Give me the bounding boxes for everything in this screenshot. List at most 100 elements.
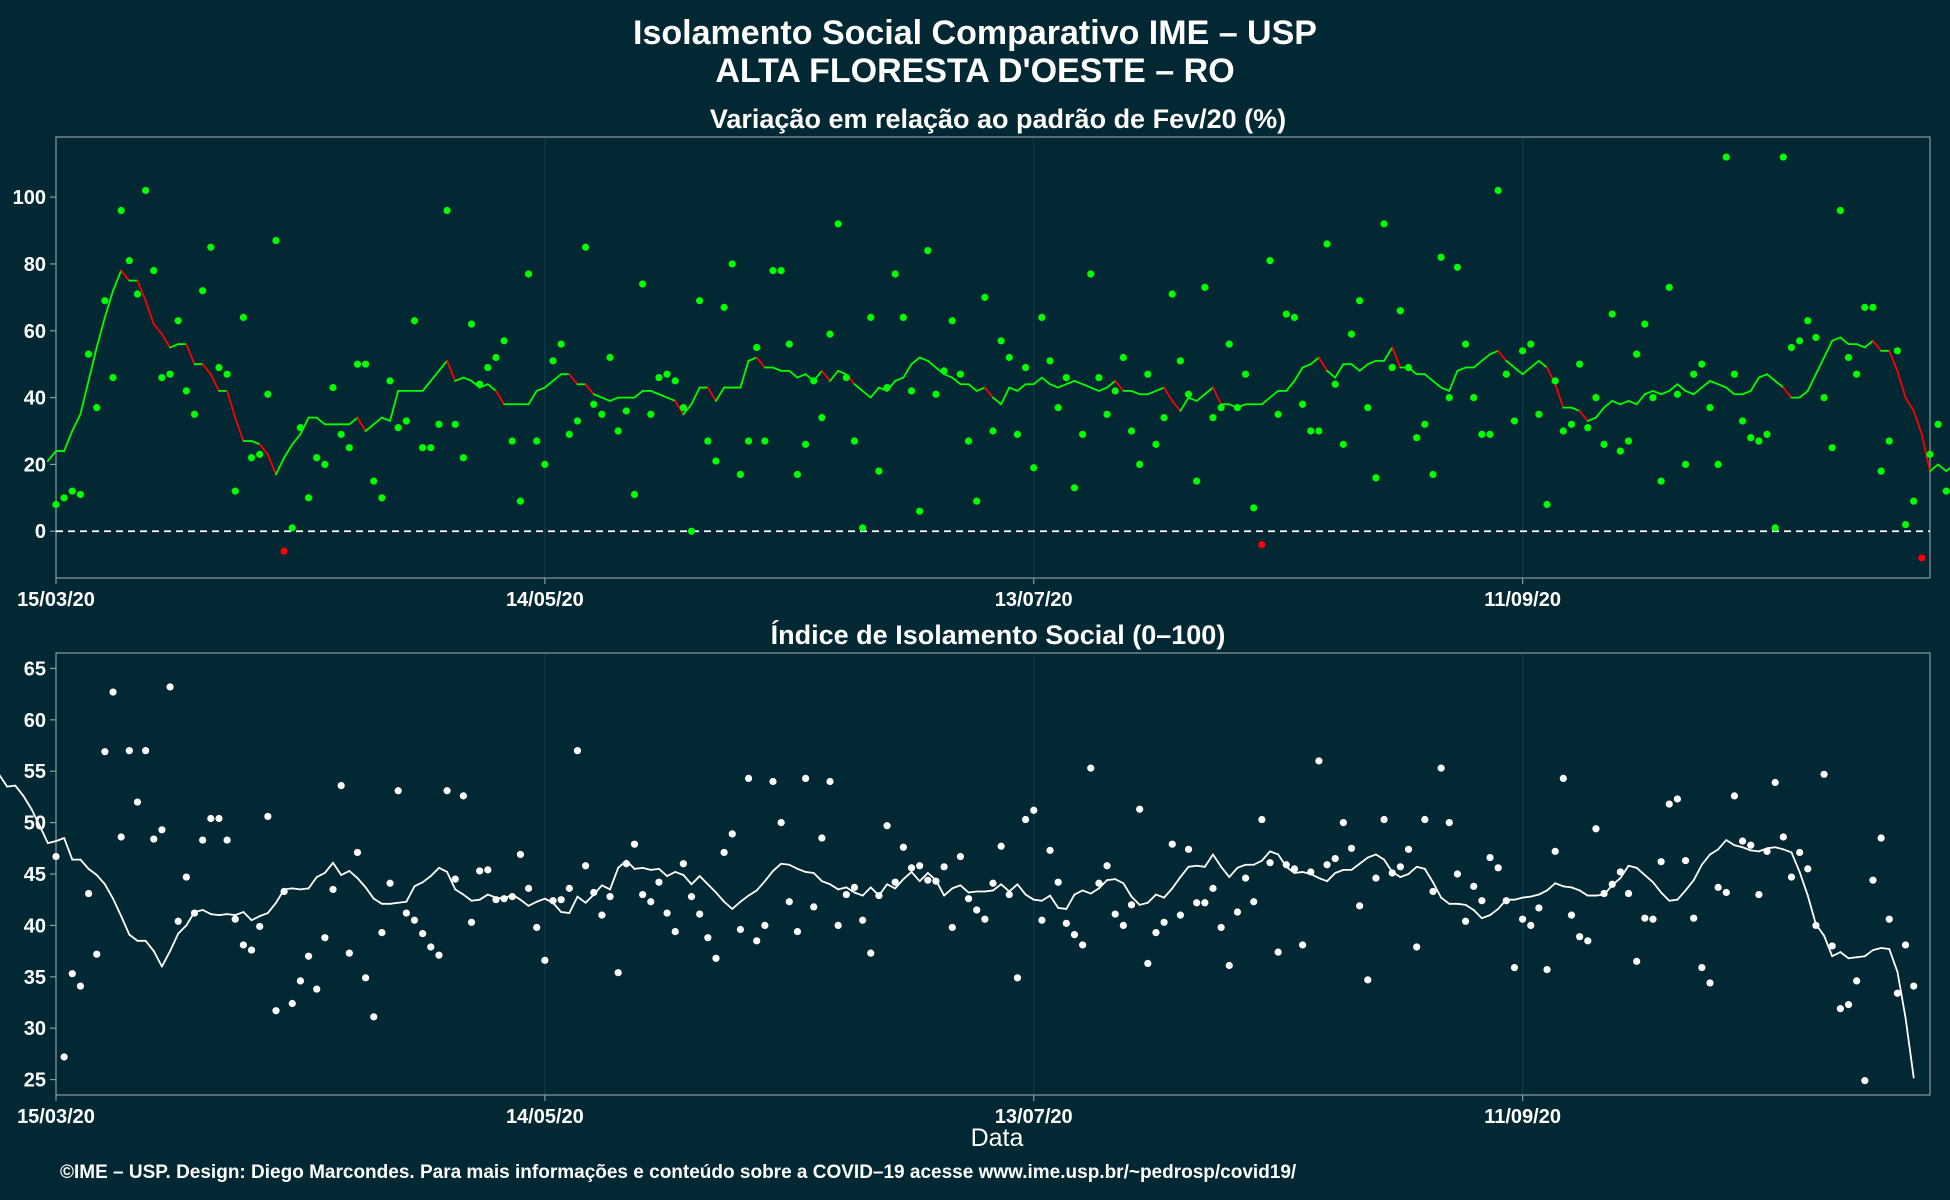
data-point [1910,497,1918,505]
moving-average-segment [1595,406,1605,419]
data-point [1478,897,1486,905]
moving-average-segment [926,359,937,369]
moving-average-segment [1318,356,1328,372]
data-point [60,494,68,502]
data-point [1836,1005,1844,1013]
data-point [907,864,916,872]
data-point [1054,878,1062,886]
data-point [1364,404,1372,412]
data-point [296,977,305,985]
data-point [1160,918,1168,926]
data-point [1681,857,1690,865]
moving-average-segment [209,373,220,392]
data-point [133,798,142,806]
moving-average-segment [633,390,644,399]
moving-average-segment [356,416,367,432]
moving-average-segment [1855,343,1866,349]
moving-average-segment [552,373,563,382]
data-point [1470,393,1478,402]
data-point [1241,874,1250,882]
moving-average-segment [1138,901,1149,906]
data-point [125,257,133,265]
moving-average-segment [1668,383,1679,392]
data-point [321,934,329,942]
moving-average-segment [266,901,277,914]
data-point [1584,424,1592,432]
data-point [1510,963,1519,972]
moving-average-segment [372,897,383,905]
moving-average-segment [967,890,978,894]
moving-average-segment [1171,876,1182,890]
moving-average-segment [1008,883,1019,893]
data-point [1453,263,1462,271]
data-point [1095,879,1103,887]
moving-average-segment [1440,896,1451,905]
data-point [1592,825,1600,833]
moving-average-segment [95,316,106,349]
data-point [337,782,345,790]
moving-average-segment [30,808,41,827]
moving-average-segment [1774,379,1785,389]
moving-average-segment [332,861,343,876]
data-point [948,923,956,932]
data-point [956,370,965,378]
data-point [394,424,402,432]
moving-average-segment [446,359,457,382]
data-point [467,918,476,926]
moving-average-segment [152,323,163,336]
moving-average-segment [1839,951,1850,960]
data-point [207,814,215,823]
moving-average-segment [1391,346,1402,369]
y-tick-label: 30 [24,1018,46,1040]
data-point [622,860,630,868]
data-point [467,320,476,328]
moving-average-segment [601,396,611,402]
data-point [606,893,614,901]
data-point [956,852,965,861]
moving-average-segment [218,913,229,917]
data-point [337,430,345,438]
data-point [93,404,101,412]
moving-average-segment [1146,893,1157,904]
data-point [891,270,899,278]
y-tick-label: 0 [35,521,46,543]
data-point [84,889,93,898]
data-point [533,923,541,932]
moving-average-segment [1220,865,1231,878]
data-point [850,437,859,445]
moving-average-segment [641,866,652,871]
moving-average-segment [1880,947,1891,950]
data-point [288,999,296,1008]
moving-average-segment [584,383,595,396]
data-point [867,313,875,322]
data-point [1347,330,1356,338]
data-point [1796,848,1804,857]
x-tick-label: 15/03/20 [17,1106,95,1128]
moving-average-segment [1423,867,1434,884]
moving-average-segment [209,913,220,917]
data-point [1421,420,1429,428]
data-point [924,876,932,884]
moving-average-segment [291,433,302,446]
data-point [1918,554,1926,562]
moving-average-segment [1521,366,1532,376]
moving-average-segment [364,886,375,900]
data-point [1624,889,1633,898]
data-point [280,887,288,896]
moving-average-segment [1179,865,1190,878]
data-point [1103,862,1111,870]
moving-average-segment [266,453,277,476]
data-point [1331,380,1339,388]
moving-average-segment [1676,889,1687,901]
data-point [932,390,940,398]
moving-average-segment [552,901,563,913]
data-point [1233,908,1242,916]
moving-average-segment [1228,866,1239,878]
moving-average-segment [902,363,913,379]
data-point [1250,898,1258,906]
data-point [1844,353,1853,362]
data-point [1013,430,1022,438]
data-point [565,430,573,438]
data-point [386,377,394,385]
moving-average-segment [1130,895,1141,906]
